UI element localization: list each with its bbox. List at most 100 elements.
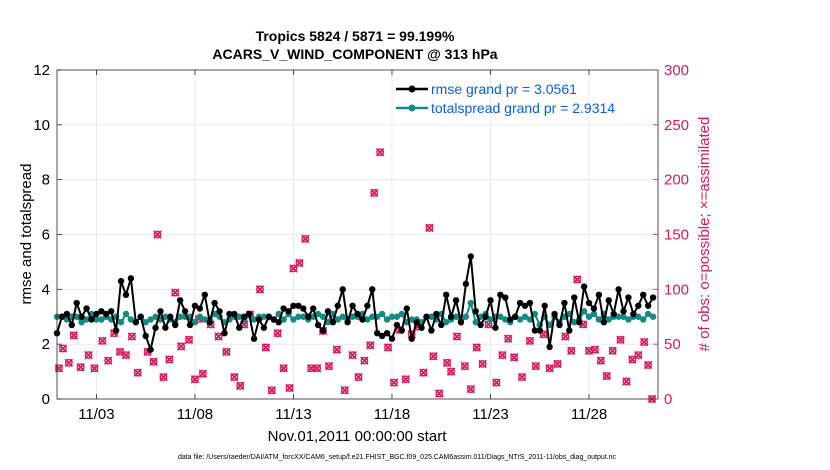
obs-possible-marker [591,345,599,354]
obs-assimilated-marker [90,364,99,373]
obs-count-point [149,357,158,366]
rmse-point [231,310,238,318]
x-tick-label: 11/08 [177,406,213,423]
obs-count-point [332,345,342,354]
obs-count-point [348,350,357,360]
legend-spread-marker [408,104,416,112]
rmse-point [63,310,71,318]
y-right-tick-label: 250 [664,117,689,134]
rmse-point [561,299,568,307]
totalspread-point [521,313,529,320]
y-axis-label-right: # of obs: o=possible; ×=assimilated [696,117,713,352]
rmse-point [398,327,406,334]
obs-assimilated-marker [435,389,444,398]
obs-possible-marker [602,372,611,380]
obs-assimilated-marker [472,343,481,352]
obs-count-point [425,223,434,233]
obs-assimilated-marker [176,342,186,351]
rmse-point [329,319,337,326]
obs-assimilated-marker [525,336,535,346]
rmse-point [344,319,351,326]
obs-possible-marker [301,234,310,243]
rmse-point [393,321,401,329]
obs-possible-marker [64,358,73,367]
obs-count-point [84,350,93,360]
obs-possible-marker [171,288,180,297]
obs-assimilated-marker [58,344,68,353]
obs-possible-marker [539,330,548,339]
rmse-point [556,321,563,329]
rmse-point [418,324,425,331]
totalspread-point [615,313,622,320]
x-tick-label: 11/28 [571,406,607,423]
rmse-point [127,275,135,282]
x-tick-label: 11/13 [275,406,311,423]
totalspread-point [487,316,494,323]
obs-count-point [255,285,265,294]
obs-count-point [634,350,643,360]
totalspread-point [176,313,184,320]
obs-possible-marker [510,353,519,362]
obs-possible-marker [545,364,554,373]
obs-assimilated-marker [165,355,174,364]
obs-possible-marker [214,332,223,341]
obs-possible-marker [419,368,428,377]
totalspread-point [452,313,460,320]
rmse-point [571,294,578,301]
obs-count-point [366,341,375,350]
obs-count-point [460,361,470,371]
rmse-point [103,310,110,318]
rmse-point [477,321,484,329]
obs-assimilated-marker [133,368,143,377]
rmse-point [162,324,169,331]
rmse-point [152,324,159,331]
obs-count-point [643,360,653,370]
totalspread-point [162,313,169,320]
obs-possible-marker [122,351,130,360]
totalspread-point [644,310,652,318]
y-right-tick-label: 100 [664,281,689,298]
obs-possible-marker [354,373,363,381]
rmse-point [176,297,184,304]
totalspread-point [649,313,657,320]
obs-count-point [301,234,310,244]
obs-assimilated-marker [561,332,570,341]
rmse-point [206,319,213,326]
obs-possible-marker [531,362,540,370]
obs-count-point [261,343,271,352]
rmse-point [147,346,154,353]
totalspread-point [201,316,208,323]
obs-possible-marker [149,357,158,366]
obs-possible-marker [573,275,582,284]
totalspread-point [369,313,376,320]
rmse-point [240,313,248,320]
obs-count-point [184,335,194,345]
rmse-point [245,310,253,318]
rmse-point [221,330,228,337]
obs-assimilated-marker [312,364,322,373]
obs-count-point [273,328,282,338]
rmse-point [122,291,130,299]
rmse-point [295,302,302,309]
rmse-point [349,302,356,309]
rmse-point [359,316,366,323]
obs-assimilated-marker [492,378,501,387]
obs-assimilated-marker [628,355,637,364]
obs-assimilated-marker [149,357,158,366]
rmse-point [635,302,642,309]
obs-assimilated-marker [76,362,85,372]
obs-possible-marker [472,343,481,352]
obs-assimilated-marker [466,384,476,394]
rmse-point [364,302,371,309]
rmse-point [383,330,391,337]
rmse-point [93,310,100,318]
rmse-point [226,310,233,318]
obs-count-point [602,371,612,381]
obs-assimilated-marker [348,350,357,360]
obs-possible-marker [230,373,239,381]
rmse-point [492,324,499,331]
obs-possible-marker [340,386,349,395]
axis-ticks: 11/03 11/08 11/13 11/18 11/23 11/28 0 2 4 6 8 10 12 0… [33,62,689,423]
rmse-point [442,291,450,299]
obs-assimilated-marker [596,356,606,365]
